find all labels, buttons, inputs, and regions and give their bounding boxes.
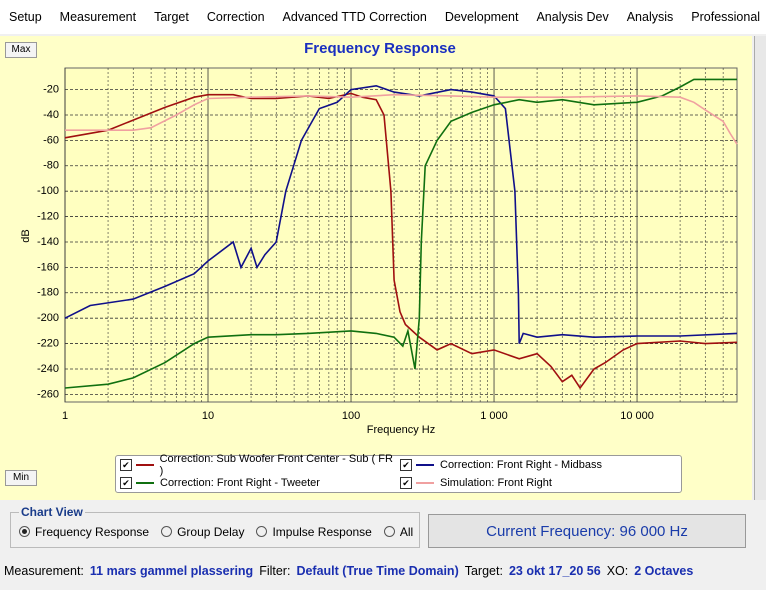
y-tick-label: -260 bbox=[37, 388, 59, 400]
series-line bbox=[65, 93, 738, 145]
status-label: Measurement: bbox=[4, 564, 84, 578]
legend-label: Correction: Front Right - Midbass bbox=[440, 458, 602, 471]
radio-button[interactable] bbox=[19, 526, 30, 537]
legend: ✔ Correction: Sub Woofer Front Center - S… bbox=[115, 453, 682, 493]
status-label: Filter: bbox=[259, 564, 291, 578]
series-line bbox=[64, 84, 738, 344]
radio-label: Impulse Response bbox=[272, 525, 372, 539]
chart-view-group: Chart View Frequency Response Group Delay… bbox=[10, 505, 420, 548]
y-tick-label: -80 bbox=[43, 160, 59, 172]
x-tick-label: 1 bbox=[62, 410, 68, 422]
checkbox[interactable]: ✔ bbox=[400, 458, 412, 471]
menu-item[interactable]: Measurement bbox=[59, 10, 137, 24]
radio-group: Frequency Response Group Delay Impulse Res… bbox=[19, 525, 413, 539]
legend-swatch bbox=[416, 463, 434, 466]
status-value: 11 mars gammel plassering bbox=[89, 564, 254, 578]
legend-entry[interactable]: ✔ Correction: Sub Woofer Front Center - S… bbox=[116, 453, 396, 477]
chart-title: Frequency Response bbox=[304, 40, 456, 57]
checkbox[interactable]: ✔ bbox=[120, 458, 132, 471]
x-axis-label: Frequency Hz bbox=[367, 424, 435, 436]
radio-button[interactable] bbox=[383, 526, 395, 537]
legend-label: Correction: Front Right - Tweeter bbox=[160, 476, 320, 489]
menu-item[interactable]: Analysis bbox=[626, 10, 674, 24]
menu-item[interactable]: Advanced TTD Correction bbox=[282, 10, 427, 24]
legend-swatch bbox=[416, 481, 434, 484]
y-tick-label: -120 bbox=[37, 210, 59, 222]
legend-entry[interactable]: ✔ Correction: Front Right - Midbass bbox=[396, 456, 676, 473]
series-line bbox=[64, 92, 738, 390]
y-tick-label: -20 bbox=[43, 83, 59, 95]
y-tick-label: -140 bbox=[37, 236, 59, 248]
status-label: XO: bbox=[606, 564, 629, 578]
series-line bbox=[64, 78, 737, 389]
status-bar: Measurement: 11 mars gammel plassering Fil… bbox=[4, 564, 699, 578]
y-tick-label: -220 bbox=[37, 337, 59, 349]
radio-option[interactable]: Impulse Response bbox=[256, 525, 372, 539]
group-title: Chart View bbox=[19, 505, 85, 519]
chart-panel: Max Min Frequency Response Frequency Hz … bbox=[0, 36, 752, 500]
y-tick-label: -160 bbox=[37, 261, 59, 273]
y-tick-label: -100 bbox=[37, 185, 59, 197]
menu-item[interactable]: Development bbox=[444, 10, 519, 24]
legend-entry[interactable]: ✔ Correction: Front Right - Tweeter bbox=[116, 474, 396, 491]
legend-label: Simulation: Front Right bbox=[440, 476, 552, 489]
y-tick-label: -200 bbox=[37, 312, 59, 324]
legend-entry[interactable]: ✔ Simulation: Front Right bbox=[396, 474, 676, 491]
status-value: Default (True Time Domain) bbox=[296, 564, 459, 578]
status-value: 2 Octaves bbox=[634, 564, 694, 578]
radio-option[interactable]: Group Delay bbox=[161, 525, 244, 539]
menu-item[interactable]: Target bbox=[154, 10, 189, 24]
radio-label: Group Delay bbox=[177, 525, 245, 539]
y-tick-label: -60 bbox=[43, 134, 59, 146]
checkbox[interactable]: ✔ bbox=[400, 476, 412, 489]
x-tick-label: 1 000 bbox=[480, 410, 508, 422]
x-tick-label: 10 000 bbox=[620, 410, 654, 422]
menu-item[interactable]: Correction bbox=[206, 10, 265, 24]
y-tick-label: -240 bbox=[37, 363, 59, 375]
x-tick-label: 100 bbox=[342, 410, 360, 422]
x-tick-label: 10 bbox=[202, 410, 214, 422]
menu-bar: Setup Measurement Target Correction Advanced… bbox=[0, 0, 766, 34]
legend-swatch bbox=[135, 463, 154, 466]
menu-item[interactable]: Professional bbox=[691, 10, 761, 24]
legend-label: Correction: Sub Woofer Front Center - Su… bbox=[159, 452, 393, 477]
checkbox[interactable]: ✔ bbox=[120, 476, 132, 489]
radio-option[interactable]: All bbox=[383, 525, 414, 539]
status-label: Target: bbox=[464, 564, 503, 578]
min-button[interactable]: Min bbox=[5, 470, 37, 486]
y-tick-label: -40 bbox=[43, 109, 59, 121]
chart: Frequency Response Frequency Hz dB 1 10 10… bbox=[20, 40, 738, 436]
radio-button[interactable] bbox=[256, 526, 268, 537]
status-value: 23 okt 17_20 56 bbox=[508, 564, 601, 578]
radio-label: Frequency Response bbox=[35, 525, 150, 539]
radio-label: All bbox=[399, 525, 414, 539]
legend-swatch bbox=[136, 481, 154, 484]
radio-button[interactable] bbox=[161, 526, 173, 537]
side-strip bbox=[754, 36, 766, 500]
y-tick-label: -180 bbox=[37, 287, 59, 299]
plot-area bbox=[64, 67, 738, 403]
menu-item[interactable]: Setup bbox=[9, 10, 42, 24]
menu-item[interactable]: Analysis Dev bbox=[536, 10, 609, 24]
y-axis-label: dB bbox=[20, 229, 32, 242]
max-button[interactable]: Max bbox=[5, 42, 37, 58]
current-frequency: Current Frequency: 96 000 Hz bbox=[428, 514, 746, 548]
radio-option[interactable]: Frequency Response bbox=[19, 525, 149, 539]
